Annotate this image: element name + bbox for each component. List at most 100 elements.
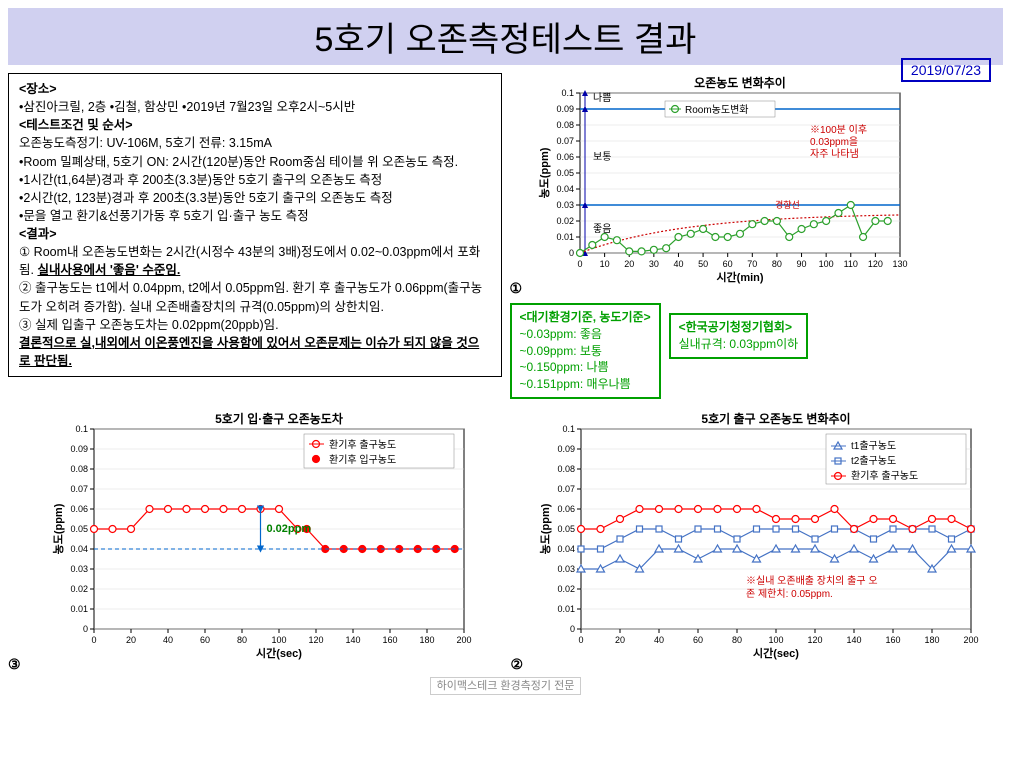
svg-text:0: 0 <box>91 635 96 645</box>
svg-text:0.1: 0.1 <box>75 424 88 434</box>
svg-text:110: 110 <box>844 259 858 269</box>
svg-text:0.02: 0.02 <box>557 216 575 226</box>
loc-hdr: <장소> <box>19 80 491 98</box>
svg-text:140: 140 <box>847 635 862 645</box>
svg-text:0.06: 0.06 <box>557 152 575 162</box>
svg-text:0: 0 <box>83 624 88 634</box>
svg-text:5호기 입·출구 오존농도차: 5호기 입·출구 오존농도차 <box>215 411 343 426</box>
svg-text:0.07: 0.07 <box>558 484 576 494</box>
svg-text:환기후 출구농도: 환기후 출구농도 <box>851 470 918 482</box>
svg-text:0.06: 0.06 <box>70 504 88 514</box>
svg-text:0: 0 <box>570 624 575 634</box>
svg-text:0.01: 0.01 <box>557 232 575 242</box>
page-title: 5호기 오존측정테스트 결과 <box>28 12 983 61</box>
svg-text:0.1: 0.1 <box>563 424 576 434</box>
svg-text:60: 60 <box>723 259 733 269</box>
svg-text:※100분 이후: ※100분 이후 <box>810 124 867 136</box>
cond-hdr: <테스트조건 및 순서> <box>19 116 491 134</box>
svg-text:t1출구농도: t1출구농도 <box>851 440 896 452</box>
svg-text:좋음: 좋음 <box>593 223 611 235</box>
svg-text:0.09: 0.09 <box>557 104 575 114</box>
chart1-num: ① <box>510 280 523 296</box>
svg-text:t2출구농도: t2출구농도 <box>851 455 896 467</box>
res3: ③ 실제 입출구 오존농도차는 0.02ppm(20ppb)임. <box>19 316 491 334</box>
svg-text:10: 10 <box>600 259 610 269</box>
description-block: <장소> •삼진아크릴, 2층 •김철, 함상민 •2019년 7월23일 오후… <box>8 73 502 377</box>
chart3-container: ③ 00.010.020.030.040.050.060.070.080.090… <box>8 409 501 673</box>
svg-text:※실내 오존배출 장치의 출구 오: ※실내 오존배출 장치의 출구 오 <box>746 575 878 587</box>
svg-text:0.05: 0.05 <box>557 168 575 178</box>
svg-text:160: 160 <box>382 635 397 645</box>
svg-text:0.02ppm: 0.02ppm <box>266 523 311 535</box>
svg-text:0: 0 <box>569 248 574 258</box>
chart2: 00.010.020.030.040.050.060.070.080.090.1… <box>526 409 996 669</box>
svg-text:자주 나타냄: 자주 나타냄 <box>810 148 859 160</box>
svg-text:140: 140 <box>345 635 360 645</box>
svg-text:환기후 입구농도: 환기후 입구농도 <box>329 453 396 466</box>
svg-text:0.05: 0.05 <box>70 524 88 534</box>
chart1: 0 0.01 0.02 0.03 0.04 0.05 0.06 0.07 0.08 0.09 0.1… <box>525 73 925 293</box>
svg-text:0.02: 0.02 <box>70 584 88 594</box>
svg-text:20: 20 <box>625 259 635 269</box>
cond3: •1시간(t1,64분)경과 후 200초(3.3분)동안 5호기 출구의 오존… <box>19 171 491 189</box>
svg-text:0.04: 0.04 <box>557 184 575 194</box>
svg-text:0.06: 0.06 <box>558 504 576 514</box>
svg-text:Room농도변화: Room농도변화 <box>685 104 748 116</box>
res1: ① Room내 오존농도변화는 2시간(시정수 43분의 3배)정도에서 0.0… <box>19 243 491 279</box>
cond4: •2시간(t2, 123분)경과 후 200초(3.3분)동안 5호기 출구의 … <box>19 189 491 207</box>
svg-text:0.02: 0.02 <box>558 584 576 594</box>
svg-text:20: 20 <box>126 635 136 645</box>
svg-text:시간(sec): 시간(sec) <box>753 646 799 660</box>
svg-text:80: 80 <box>237 635 247 645</box>
svg-text:0.09: 0.09 <box>70 444 88 454</box>
svg-text:시간(sec): 시간(sec) <box>256 646 302 660</box>
conclusion: 결론적으로 실,내외에서 이온풍엔진을 사용함에 있어서 오존문제는 이슈가 되… <box>19 334 491 370</box>
svg-text:0.05: 0.05 <box>558 524 576 534</box>
svg-text:보통: 보통 <box>593 151 611 163</box>
svg-text:0.08: 0.08 <box>557 120 575 130</box>
svg-text:시간(min): 시간(min) <box>717 270 764 284</box>
standards-box-2: <한국공기청정기협회> 실내규격: 0.03ppm이하 <box>669 313 809 359</box>
svg-text:40: 40 <box>654 635 664 645</box>
svg-text:30: 30 <box>649 259 659 269</box>
svg-text:80: 80 <box>732 635 742 645</box>
svg-text:농도(ppm): 농도(ppm) <box>52 503 65 554</box>
standards-box-1: <대기환경기준, 농도기준> ~0.03ppm: 좋음~0.09ppm: 보통 … <box>510 303 661 399</box>
loc-text: •삼진아크릴, 2층 •김철, 함상민 •2019년 7월23일 오후2시~5시… <box>19 98 491 116</box>
chart1-container: ① 00.010.020.030.040.050.060.070.080.090… <box>510 73 1004 297</box>
svg-text:40: 40 <box>163 635 173 645</box>
svg-text:0.01: 0.01 <box>70 604 88 614</box>
chart2-container: ② 00.010.020.030.040.050.060.070.080.090… <box>511 409 1004 673</box>
svg-text:0.03ppm을: 0.03ppm을 <box>810 136 858 148</box>
svg-text:환기후 출구농도: 환기후 출구농도 <box>329 439 396 451</box>
svg-text:80: 80 <box>772 259 782 269</box>
svg-text:130: 130 <box>893 259 908 269</box>
svg-text:농도(ppm): 농도(ppm) <box>539 503 552 554</box>
chart3: 00.010.020.030.040.050.060.070.080.090.1… <box>24 409 494 669</box>
svg-text:180: 180 <box>925 635 940 645</box>
svg-text:100: 100 <box>769 635 784 645</box>
svg-text:농도(ppm): 농도(ppm) <box>538 147 551 198</box>
svg-text:60: 60 <box>200 635 210 645</box>
svg-text:0: 0 <box>578 259 583 269</box>
svg-text:0.03: 0.03 <box>557 200 575 210</box>
svg-text:존 제한치: 0.05ppm.: 존 제한치: 0.05ppm. <box>746 588 833 600</box>
svg-text:나쁨: 나쁨 <box>593 92 611 104</box>
svg-text:70: 70 <box>748 259 758 269</box>
svg-text:경향선: 경향선 <box>775 199 800 210</box>
svg-text:200: 200 <box>964 635 979 645</box>
res2: ② 출구농도는 t1에서 0.04ppm, t2에서 0.05ppm임. 환기 … <box>19 279 491 315</box>
svg-text:90: 90 <box>797 259 807 269</box>
svg-text:60: 60 <box>693 635 703 645</box>
footer: 하이맥스테크 환경측정기 전문 <box>8 677 1003 693</box>
svg-text:0.07: 0.07 <box>557 136 575 146</box>
svg-text:0: 0 <box>579 635 584 645</box>
chart2-num: ② <box>511 656 524 672</box>
svg-text:120: 120 <box>308 635 323 645</box>
svg-text:160: 160 <box>886 635 901 645</box>
svg-text:0.1: 0.1 <box>562 88 575 98</box>
svg-text:50: 50 <box>698 259 708 269</box>
svg-text:100: 100 <box>271 635 286 645</box>
cond1: 오존농도측정기: UV-106M, 5호기 전류: 3.15mA <box>19 134 491 152</box>
svg-text:0.03: 0.03 <box>70 564 88 574</box>
